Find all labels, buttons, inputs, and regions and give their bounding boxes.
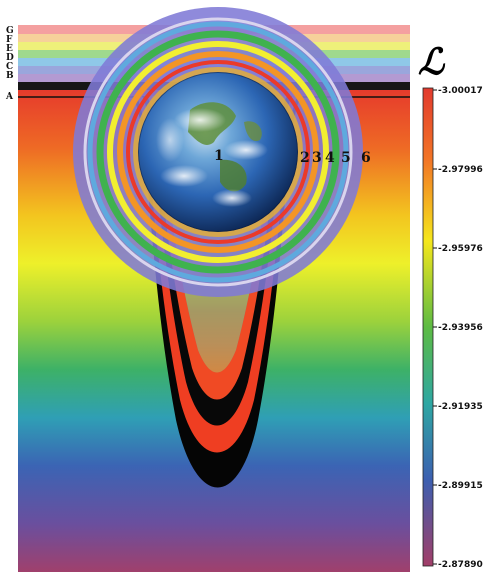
colorbar-ticks: -3.00017 -2.97996 -2.95976 -2.93956 -2.91935…	[433, 86, 483, 570]
shell-label-4: 4	[325, 150, 335, 166]
band-label-a: A	[5, 92, 14, 102]
colorbar-tick-label: -3.00017	[438, 86, 483, 96]
shell-label-5: 5	[341, 150, 351, 166]
colorbar-tick-label: -2.95976	[438, 244, 483, 254]
shell-label-2: 2	[300, 150, 310, 166]
colorbar-tick-label: -2.93956	[438, 323, 483, 333]
shell-label-6: 6	[361, 150, 371, 166]
colorbar: -3.00017 -2.97996 -2.95976 -2.93956 -2.91935…	[418, 41, 483, 570]
colorbar-gradient	[423, 88, 433, 566]
colorbar-tick-label: -2.91935	[438, 402, 483, 412]
lagrangian-symbol: ℒ	[418, 41, 446, 83]
shell-label-3: 3	[312, 150, 322, 166]
band-label-b: B	[6, 71, 14, 81]
colorbar-tick-label: -2.89915	[438, 481, 483, 491]
colorbar-tick-label: -2.97996	[438, 165, 483, 175]
colorbar-tick-label: -2.87890	[438, 560, 483, 570]
shell-label-1: 1	[214, 148, 224, 164]
band-letter-labels: G F E D C B A	[5, 26, 14, 102]
